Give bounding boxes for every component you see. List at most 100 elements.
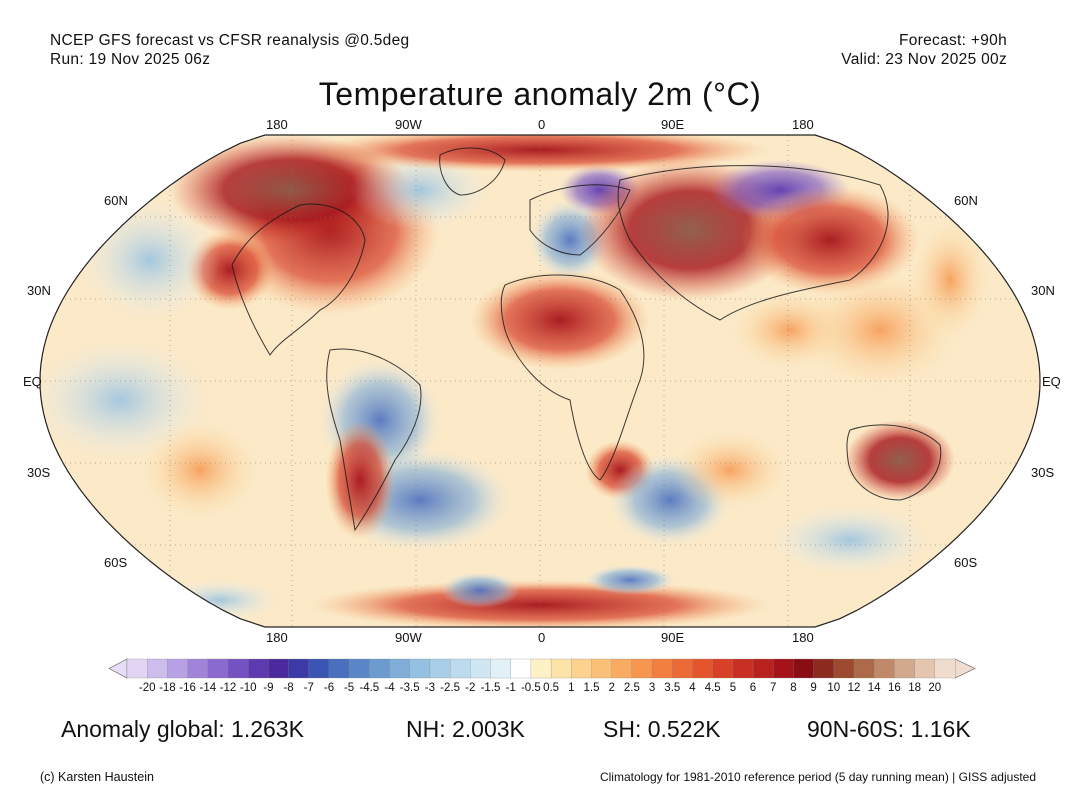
colorbar-cell bbox=[429, 658, 451, 679]
lon-tick-top: 90W bbox=[395, 117, 422, 132]
colorbar-cell bbox=[591, 658, 613, 679]
colorbar-cell bbox=[409, 658, 431, 679]
colorbar-tick-label: 4 bbox=[689, 682, 696, 694]
lon-tick-top: 180 bbox=[792, 117, 814, 132]
warm-central-pacific bbox=[910, 220, 990, 340]
colorbar-tick-label: -3.5 bbox=[399, 682, 420, 694]
colorbar-cell bbox=[449, 658, 471, 679]
climatology-note: Climatology for 1981-2010 reference peri… bbox=[599, 770, 1036, 784]
colorbar-tick-label: 12 bbox=[847, 682, 861, 694]
colorbar-cell bbox=[894, 658, 916, 679]
colorbar-tick-label: -4 bbox=[384, 682, 395, 694]
map-title: Temperature anomaly 2m (°C) bbox=[318, 76, 762, 112]
colorbar-tick-label: -0.5 bbox=[520, 682, 541, 694]
cold-east-antarctica bbox=[585, 565, 675, 595]
colorbar-cell bbox=[470, 658, 491, 679]
colorbar-cell bbox=[227, 658, 249, 679]
copyright: (c) Karsten Haustein bbox=[40, 770, 154, 784]
model-description: NCEP GFS forecast vs CFSR reanalysis @0.… bbox=[50, 32, 410, 49]
lat-tick-left: 60S bbox=[104, 555, 128, 570]
colorbar-tick-label: 6 bbox=[749, 682, 757, 694]
colorbar-tick-label: 1.5 bbox=[583, 682, 600, 694]
colorbar-tick-label: -5 bbox=[343, 682, 355, 694]
lat-tick-right: 60N bbox=[954, 193, 978, 208]
forecast-hour: Forecast: +90h bbox=[898, 32, 1007, 49]
valid-time: Valid: 23 Nov 2025 00z bbox=[841, 51, 1007, 68]
colorbar-cell bbox=[550, 658, 572, 679]
colorbar-tick-label: 0.5 bbox=[543, 682, 560, 694]
colorbar-cell bbox=[813, 658, 835, 679]
colorbar-cell bbox=[308, 658, 330, 679]
colorbar-tick-label: 2 bbox=[608, 682, 615, 694]
colorbar-cell bbox=[510, 658, 532, 679]
colorbar-tick-label: 16 bbox=[887, 682, 901, 694]
colorbar-cell bbox=[147, 658, 168, 679]
colorbar-tick-label: -20 bbox=[138, 682, 156, 694]
colorbar-cell bbox=[348, 658, 370, 679]
colorbar-cell bbox=[651, 658, 673, 679]
colorbar-cell bbox=[874, 658, 895, 679]
colorbar-tick-label: 20 bbox=[928, 682, 942, 694]
coastline bbox=[231, 203, 366, 356]
colorbar-tick-label: 4.5 bbox=[704, 682, 721, 694]
colorbar-tick-label: -8 bbox=[283, 682, 294, 694]
colorbar-tick-label: 18 bbox=[908, 682, 921, 694]
lon-tick-top: 90E bbox=[661, 117, 685, 132]
coastlines bbox=[231, 147, 942, 532]
lat-tick-right: 30S bbox=[1031, 465, 1055, 480]
colorbar-tick-label: -2.5 bbox=[440, 682, 461, 694]
globe-outline bbox=[39, 134, 1041, 628]
lat-tick-right: 30N bbox=[1031, 283, 1055, 298]
header-left: NCEP GFS forecast vs CFSR reanalysis @0.… bbox=[50, 31, 409, 69]
colorbar-tick-label: -18 bbox=[159, 682, 176, 694]
lon-tick-top: 180 bbox=[266, 117, 288, 132]
colorbar-cell bbox=[187, 658, 209, 679]
lon-tick-bottom: 0 bbox=[538, 630, 546, 645]
colorbar-cell bbox=[207, 658, 229, 679]
cold-southern-ocean bbox=[770, 505, 930, 575]
colorbar-cell bbox=[853, 658, 875, 679]
colorbar-tick-label: 9 bbox=[810, 682, 817, 694]
colorbar-cell bbox=[914, 658, 936, 679]
colorbar-cell bbox=[934, 658, 956, 679]
colorbar-cell bbox=[248, 658, 269, 679]
lon-tick-bottom: 90W bbox=[395, 630, 422, 645]
cold-weddell bbox=[440, 572, 520, 608]
hot-australia bbox=[845, 420, 955, 500]
colorbar-cell bbox=[732, 658, 754, 679]
band-anomaly: 90N-60S: 1.16K bbox=[807, 716, 971, 742]
colorbar-cell bbox=[611, 658, 633, 679]
coastline bbox=[846, 424, 942, 501]
colorbar-tick-label: -1.5 bbox=[480, 682, 501, 694]
warm-east-asia bbox=[740, 185, 920, 295]
coastline bbox=[439, 147, 506, 196]
colorbar-cell bbox=[530, 658, 552, 679]
colorbar-cell bbox=[126, 658, 148, 679]
colorbar-cell bbox=[288, 658, 310, 679]
colorbar-under-arrow bbox=[108, 658, 128, 679]
header-right: Forecast: +90h Valid: 23 Nov 2025 00z bbox=[841, 31, 1007, 69]
global-anomaly: Anomaly global: 1.263K bbox=[61, 716, 304, 742]
lat-tick-left: 30S bbox=[27, 465, 51, 480]
colorbar-cell bbox=[167, 658, 189, 679]
colorbar-cell bbox=[672, 658, 693, 679]
colorbar-cell bbox=[773, 658, 794, 679]
lat-tick-left: 60N bbox=[104, 193, 128, 208]
colorbar-cell bbox=[571, 658, 592, 679]
colorbar-tick-label: -4.5 bbox=[359, 682, 380, 694]
lat-tick-right: 60S bbox=[954, 555, 978, 570]
coastline bbox=[617, 165, 889, 321]
lon-tick-top: 0 bbox=[538, 117, 546, 132]
colorbar-tick-label: -9 bbox=[263, 682, 274, 694]
lon-tick-bottom: 90E bbox=[661, 630, 685, 645]
run-time: Run: 19 Nov 2025 06z bbox=[50, 51, 211, 68]
warm-north-africa bbox=[470, 270, 650, 370]
colorbar-tick-label: 3.5 bbox=[664, 682, 681, 694]
colorbar-tick-label: 1 bbox=[568, 682, 575, 694]
colorbar-over-arrow bbox=[954, 658, 976, 679]
colorbar-tick-label: 10 bbox=[827, 682, 841, 694]
colorbar-cell bbox=[793, 658, 815, 679]
colorbar-cell bbox=[712, 658, 734, 679]
colorbar-cell bbox=[389, 658, 411, 679]
colorbar-tick-label: 14 bbox=[867, 682, 881, 694]
